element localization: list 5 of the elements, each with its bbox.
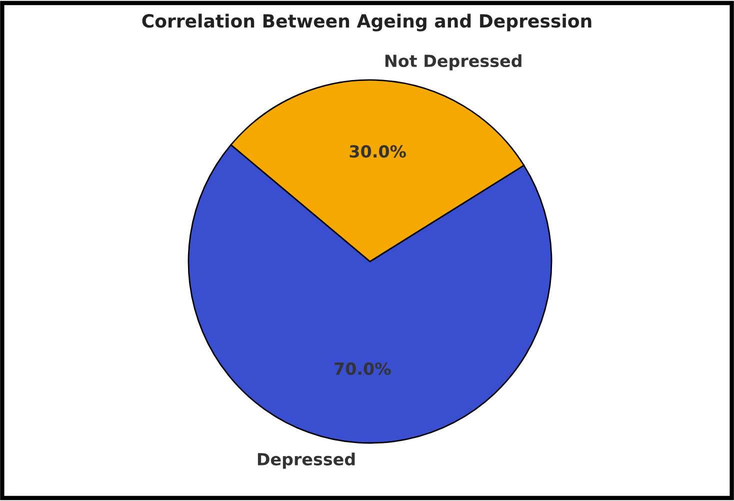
data-label: 30.0% [350, 145, 406, 158]
slice-label: Depressed [258, 452, 355, 469]
data-label: 70.0% [334, 362, 391, 375]
slice-label: Not Depressed [385, 54, 522, 70]
chart-title: Correlation Between Ageing and Depression [142, 14, 592, 32]
